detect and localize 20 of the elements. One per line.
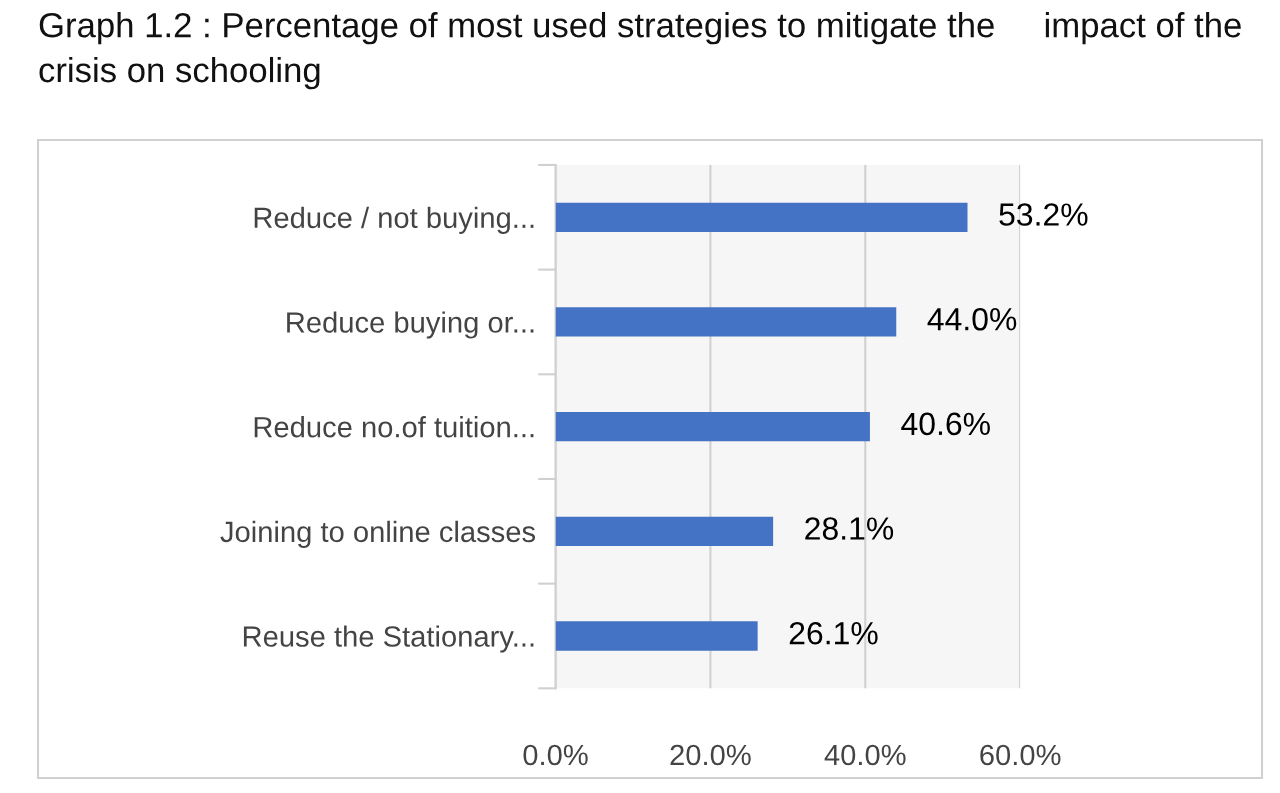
bar — [555, 621, 758, 651]
data-label: 40.6% — [901, 412, 990, 436]
data-label: 28.1% — [805, 517, 894, 540]
bar — [555, 411, 870, 442]
data-label: 44.0% — [927, 307, 1017, 331]
bar — [555, 202, 968, 232]
y-tick-label: Joining to online classes — [220, 520, 536, 548]
data-label: 53.2% — [999, 203, 1088, 226]
y-tick-label: Reuse the Stationary... — [243, 625, 534, 653]
chart-title: Graph 1.2 : Percentage of most used strategies to mitigate the impact of the crisis on schooling — [39, 12, 1241, 90]
bar — [555, 307, 897, 337]
bar — [555, 516, 774, 546]
y-tick-label: Reduce no.of tuition... — [254, 416, 534, 438]
x-tick-label: 40.0% — [824, 744, 906, 766]
x-tick-label: 0.0% — [523, 744, 588, 766]
x-tick-label: 20.0% — [670, 744, 751, 766]
x-tick-label: 60.0% — [980, 744, 1061, 766]
y-tick-label: Reduce buying or... — [287, 311, 534, 339]
data-label: 26.1% — [789, 621, 878, 645]
y-tick-label: Reduce / not buying... — [254, 206, 534, 234]
